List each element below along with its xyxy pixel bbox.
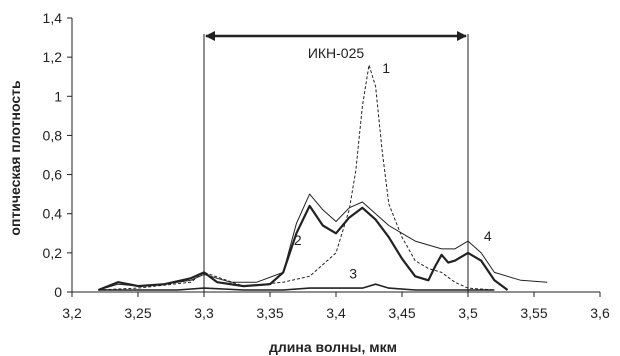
y-tick-label: 1,4 — [43, 10, 63, 26]
y-tick-label: 0,2 — [43, 245, 63, 261]
x-tick-label: 3,55 — [520, 305, 547, 321]
x-tick-label: 3,3 — [194, 305, 214, 321]
x-axis-ticks: 3,2 3,25 3,3 3,35 3,4 3,45 3,5 3,55 3,6 — [62, 292, 610, 321]
x-tick-label: 3,4 — [326, 305, 346, 321]
curve-label-2: 2 — [294, 232, 302, 248]
y-tick-label: 1,2 — [43, 49, 63, 65]
curve-label-4: 4 — [484, 228, 492, 244]
y-tick-label: 0,4 — [43, 206, 63, 222]
x-tick-label: 3,25 — [124, 305, 151, 321]
y-tick-label: 0 — [54, 284, 62, 300]
y-axis-ticks: 0 0,2 0,4 0,6 0,8 1 1,2 1,4 — [43, 10, 72, 300]
y-tick-label: 1 — [54, 88, 62, 104]
series-line-2 — [97, 204, 509, 292]
curve-label-1: 1 — [382, 60, 390, 76]
y-axis-title: оптическая плотность — [7, 80, 23, 236]
y-tick-label: 0,6 — [43, 167, 63, 183]
y-tick-label: 0,8 — [43, 127, 63, 143]
series-line-4 — [98, 193, 548, 291]
ikn-band-annotation: ИКН-025 — [203, 31, 469, 292]
x-tick-label: 3,2 — [62, 305, 82, 321]
series-line-3 — [98, 283, 495, 291]
curve-labels: 1 2 3 4 — [294, 60, 492, 281]
band-label: ИКН-025 — [308, 45, 365, 61]
x-tick-label: 3,35 — [256, 305, 283, 321]
x-axis-title: длина волны, мкм — [269, 339, 397, 355]
x-tick-label: 3,5 — [458, 305, 478, 321]
x-tick-label: 3,45 — [388, 305, 415, 321]
curve-label-3: 3 — [349, 265, 357, 281]
series-line-1 — [98, 64, 495, 291]
spectrum-series — [97, 64, 548, 292]
x-tick-label: 3,6 — [590, 305, 610, 321]
